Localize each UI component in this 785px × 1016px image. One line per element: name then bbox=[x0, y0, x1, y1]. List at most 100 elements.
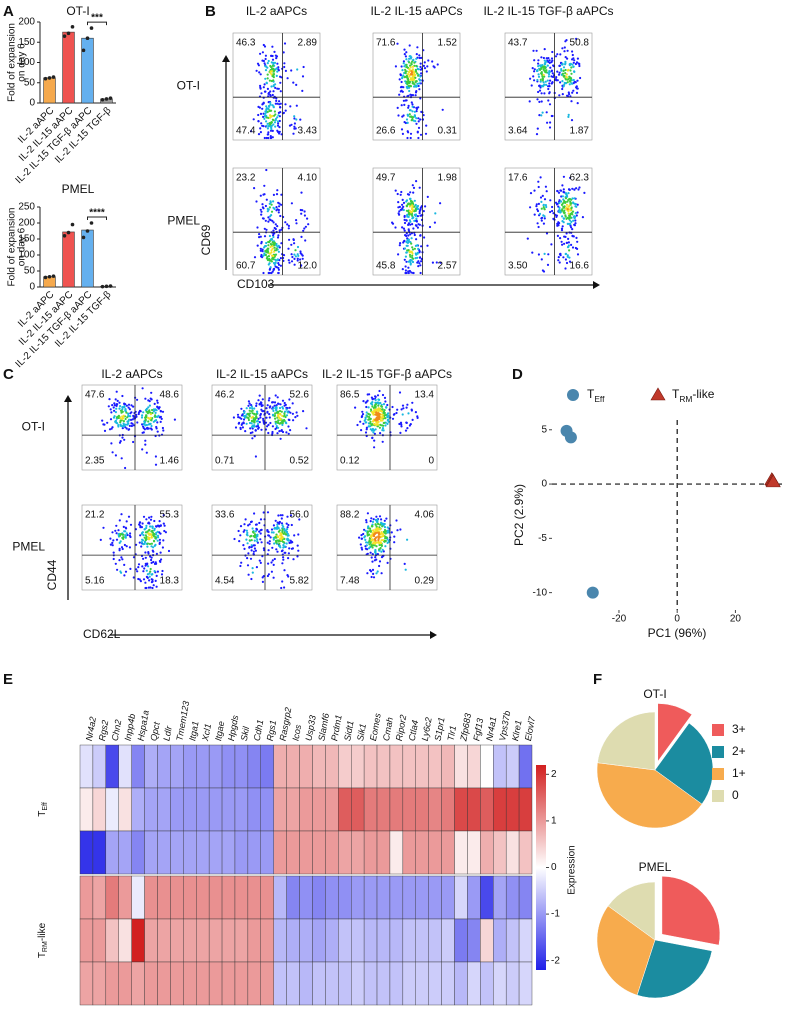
event-dot bbox=[262, 86, 265, 89]
quadrant-value: 47.6 bbox=[85, 390, 105, 401]
quadrant-value: 2.35 bbox=[85, 456, 105, 467]
event-dot bbox=[570, 220, 573, 223]
data-point bbox=[62, 234, 67, 238]
event-dot bbox=[408, 57, 411, 60]
event-dot bbox=[401, 132, 404, 135]
event-dot bbox=[302, 229, 305, 232]
event-dot bbox=[410, 207, 413, 211]
event-dot bbox=[247, 400, 250, 403]
event-dot bbox=[152, 546, 155, 549]
event-dot bbox=[281, 420, 284, 423]
heat-cell bbox=[389, 961, 404, 1006]
heat-cell bbox=[363, 961, 378, 1006]
event-dot bbox=[402, 407, 405, 410]
event-dot bbox=[140, 526, 143, 529]
event-dot bbox=[152, 420, 155, 423]
event-dot bbox=[570, 72, 573, 75]
event-dot bbox=[286, 534, 289, 537]
event-dot bbox=[277, 530, 280, 533]
event-dot bbox=[407, 222, 410, 225]
heat-cell bbox=[402, 744, 416, 789]
event-dot bbox=[124, 417, 127, 421]
event-dot bbox=[267, 208, 270, 211]
gene-label: Fgf13 bbox=[471, 717, 485, 741]
event-dot bbox=[533, 213, 536, 216]
event-dot bbox=[159, 551, 162, 554]
event-dot bbox=[145, 586, 148, 590]
event-dot bbox=[399, 74, 402, 77]
heat-cell bbox=[92, 875, 107, 920]
event-dot bbox=[130, 404, 133, 407]
event-dot bbox=[121, 427, 124, 430]
event-dot bbox=[561, 80, 564, 83]
heat-cell bbox=[286, 918, 300, 963]
event-dot bbox=[273, 250, 276, 253]
event-dot bbox=[386, 415, 389, 419]
event-dot bbox=[407, 234, 410, 237]
event-dot bbox=[118, 401, 121, 404]
event-dot bbox=[533, 68, 536, 71]
event-dot bbox=[118, 407, 121, 410]
gene-label: Slamf6 bbox=[316, 712, 331, 741]
event-dot bbox=[280, 193, 283, 196]
event-dot bbox=[538, 212, 542, 215]
event-dot bbox=[574, 222, 577, 225]
event-dot bbox=[561, 47, 564, 50]
event-dot bbox=[115, 538, 119, 541]
x-tick-label: -20 bbox=[612, 614, 627, 625]
event-dot bbox=[256, 540, 259, 543]
event-dot bbox=[305, 427, 308, 430]
event-dot bbox=[415, 64, 418, 68]
event-dot bbox=[151, 586, 154, 590]
gene-label: Elovl7 bbox=[523, 715, 537, 742]
event-dot bbox=[267, 399, 270, 402]
event-dot bbox=[265, 168, 268, 172]
heat-cell bbox=[363, 875, 378, 920]
heat-cell bbox=[105, 744, 119, 789]
event-dot bbox=[275, 57, 278, 60]
event-dot bbox=[122, 420, 125, 423]
event-dot bbox=[148, 516, 151, 519]
heat-cell bbox=[389, 744, 404, 789]
event-dot bbox=[559, 237, 562, 240]
name-sub: RM bbox=[679, 394, 692, 404]
significance-label: *** bbox=[91, 13, 103, 24]
event-dot bbox=[402, 201, 406, 204]
heat-cell bbox=[518, 744, 533, 789]
event-dot bbox=[408, 89, 411, 93]
event-dot bbox=[409, 255, 412, 258]
event-dot bbox=[366, 512, 369, 515]
event-dot bbox=[408, 44, 411, 47]
event-dot bbox=[155, 525, 158, 528]
event-dot bbox=[391, 417, 395, 420]
event-dot bbox=[274, 119, 277, 122]
event-dot bbox=[568, 249, 571, 252]
event-dot bbox=[404, 72, 407, 75]
event-dot bbox=[273, 557, 276, 561]
event-dot bbox=[539, 196, 543, 199]
event-dot bbox=[276, 527, 279, 530]
event-dot bbox=[556, 202, 559, 205]
event-dot bbox=[542, 204, 545, 207]
event-dot bbox=[280, 242, 283, 245]
event-dot bbox=[262, 575, 265, 578]
event-dot bbox=[564, 201, 567, 204]
event-dot bbox=[267, 216, 270, 219]
event-dot bbox=[260, 92, 263, 95]
event-dot bbox=[265, 416, 268, 419]
event-dot bbox=[280, 517, 283, 520]
event-dot bbox=[114, 562, 117, 565]
event-dot bbox=[268, 202, 271, 205]
gene-label: Ripor2 bbox=[394, 714, 408, 742]
event-dot bbox=[269, 90, 272, 93]
event-dot bbox=[281, 399, 285, 402]
event-dot bbox=[132, 440, 135, 444]
event-dot bbox=[115, 407, 118, 410]
event-dot bbox=[543, 92, 546, 95]
quadrant-value: 26.6 bbox=[376, 126, 396, 137]
event-dot bbox=[278, 119, 281, 123]
event-dot bbox=[570, 66, 573, 69]
heat-cell bbox=[505, 875, 520, 920]
event-dot bbox=[368, 533, 371, 536]
event-dot bbox=[566, 49, 569, 52]
